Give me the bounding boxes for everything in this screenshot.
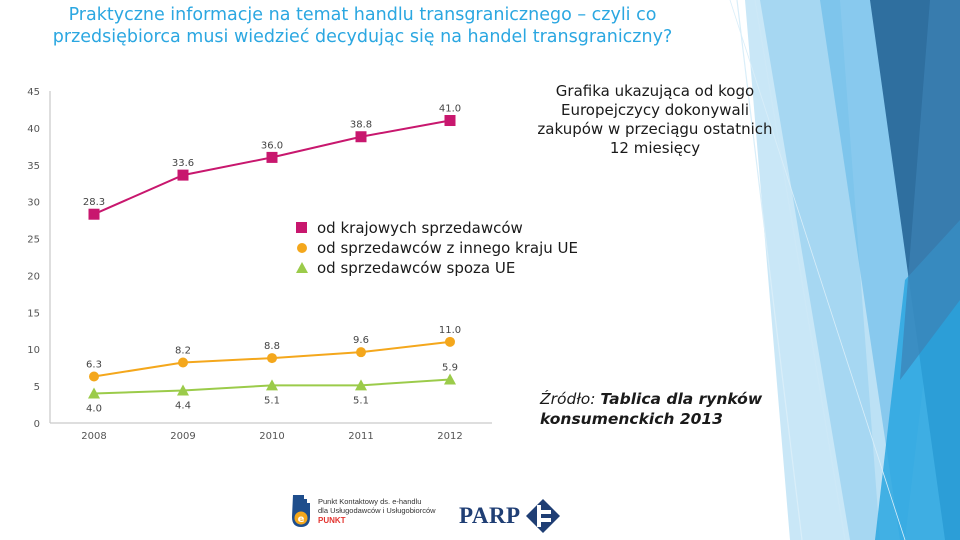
data-point: [444, 115, 456, 127]
parp-logo: PARP: [459, 498, 561, 534]
title-line-2: przedsiębiorca musi wiedzieć decydując s…: [52, 27, 673, 47]
caption-line-4: 12 miesięcy: [609, 139, 701, 157]
data-label: 5.1: [353, 395, 369, 406]
legend-item-domestic: od krajowych sprzedawców: [295, 218, 578, 238]
series-markers: [88, 115, 456, 399]
y-tick-label: 0: [34, 419, 40, 430]
punkt-line-1: Punkt Kontaktowy ds. e-handlu: [318, 496, 422, 506]
data-point: [356, 347, 366, 358]
data-label: 6.3: [86, 360, 102, 371]
data-label: 41.0: [439, 104, 461, 115]
legend-label: od krajowych sprzedawców: [317, 219, 523, 237]
x-tick-label: 2011: [348, 431, 373, 442]
data-point: [355, 131, 367, 143]
data-point: [267, 353, 277, 364]
data-label: 5.9: [442, 362, 458, 373]
source-line-2: konsumenckich 2013: [540, 409, 762, 429]
legend-item-other-eu: od sprzedawców z innego kraju UE: [295, 238, 578, 258]
title-line-1: Praktyczne informacje na temat handlu tr…: [68, 5, 657, 25]
y-tick-label: 35: [27, 161, 40, 172]
source-line-1: Źródło: Tablica dla rynków: [540, 389, 762, 409]
data-label: 8.8: [264, 341, 280, 352]
legend-label: od sprzedawców z innego kraju UE: [317, 239, 578, 257]
data-point: [444, 373, 456, 385]
y-tick-label: 20: [27, 271, 40, 282]
data-label: 36.0: [261, 140, 283, 151]
y-tick-label: 45: [27, 87, 40, 98]
data-label: 28.3: [83, 197, 105, 208]
punkt-line-2: dla Usługodawców i Usługobiorców: [318, 506, 436, 516]
data-label: 4.4: [175, 401, 191, 412]
data-point: [445, 336, 455, 347]
triangle-marker-icon: [295, 261, 309, 275]
source-label: Źródło:: [540, 390, 596, 408]
punkt-logo: e Punkt Kontaktowy ds. e-handlu dla Usłu…: [290, 493, 436, 529]
x-tick-label: 2009: [170, 431, 195, 442]
data-label: 9.6: [353, 335, 369, 346]
source-text-2: konsumenckich 2013: [540, 410, 723, 428]
y-tick-label: 10: [27, 345, 40, 356]
y-tick-label: 25: [27, 235, 40, 246]
data-label: 38.8: [350, 120, 372, 131]
circle-marker-icon: [295, 241, 309, 255]
x-tick-label: 2010: [259, 431, 284, 442]
y-axis: 0 5 10 15 20 25 30 35 40 45: [27, 87, 51, 430]
data-point: [88, 208, 100, 220]
source-note: Źródło: Tablica dla rynków konsumenckich…: [540, 389, 762, 429]
parp-emblem-icon: [525, 499, 560, 533]
parp-wordmark: PARP: [459, 503, 521, 528]
data-point: [89, 371, 99, 382]
data-point: [355, 379, 367, 391]
punkt-name: PUNKT: [318, 515, 346, 525]
data-labels: 28.3 33.6 36.0 38.8 41.0 6.3 8.2 8.8 9.6 11.0 4.0 4…: [83, 104, 461, 415]
caption-line-1: Grafika ukazująca od kogo: [555, 82, 755, 100]
y-tick-label: 40: [27, 124, 40, 135]
data-label: 11.0: [439, 325, 461, 336]
x-tick-label: 2012: [437, 431, 462, 442]
source-text-1: Tablica dla rynków: [600, 390, 763, 408]
e-commerce-hand-icon: e: [292, 495, 310, 527]
data-point: [177, 169, 189, 181]
chart-caption: Grafika ukazująca od kogo Europejczycy d…: [510, 82, 800, 158]
page-title: Praktyczne informacje na temat handlu tr…: [0, 4, 725, 48]
punkt-text: Punkt Kontaktowy ds. e-handlu dla Usługo…: [318, 497, 436, 526]
y-tick-label: 30: [27, 198, 40, 209]
legend-label: od sprzedawców spoza UE: [317, 259, 516, 277]
series-line: [93, 119, 451, 216]
x-tick-label: 2008: [81, 431, 106, 442]
legend-item-non-eu: od sprzedawców spoza UE: [295, 258, 578, 278]
data-point: [178, 357, 188, 368]
svg-text:e: e: [298, 514, 305, 525]
caption-line-2: Europejczycy dokonywali: [560, 101, 749, 119]
x-axis: 2008 2009 2010 2011 2012: [50, 422, 492, 442]
data-label: 5.1: [264, 395, 280, 406]
data-point: [177, 384, 189, 396]
data-point: [88, 387, 100, 399]
chart-legend: od krajowych sprzedawców od sprzedawców …: [295, 218, 578, 278]
data-label: 33.6: [172, 158, 194, 169]
caption-line-3: zakupów w przeciągu ostatnich: [537, 120, 773, 138]
data-point: [266, 379, 278, 391]
y-tick-label: 5: [34, 382, 40, 393]
data-label: 4.0: [86, 403, 102, 414]
y-tick-label: 15: [27, 308, 40, 319]
square-marker-icon: [295, 221, 309, 235]
data-point: [266, 151, 278, 163]
data-label: 8.2: [175, 346, 191, 357]
